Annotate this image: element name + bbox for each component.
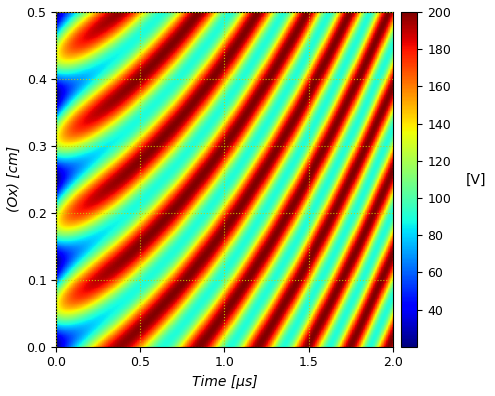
X-axis label: Time [μs]: Time [μs] xyxy=(192,375,257,389)
Y-axis label: [V]: [V] xyxy=(466,172,486,187)
Y-axis label: (Ox) [cm]: (Ox) [cm] xyxy=(7,146,21,212)
